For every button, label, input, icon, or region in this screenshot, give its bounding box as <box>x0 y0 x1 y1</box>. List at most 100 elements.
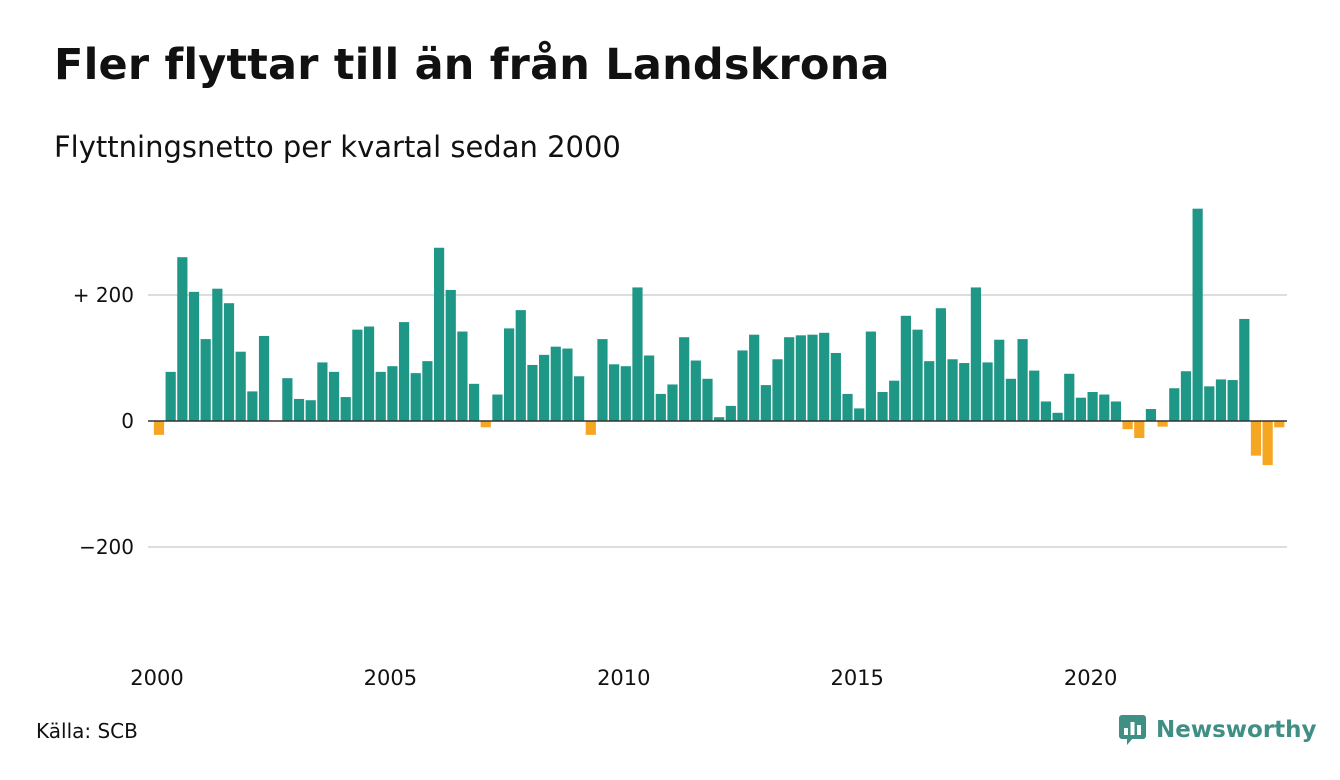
bar <box>854 408 865 421</box>
bar <box>574 376 585 421</box>
x-tick-label: 2000 <box>130 666 183 690</box>
bar <box>1250 421 1262 456</box>
bar <box>714 417 725 421</box>
bar <box>644 355 655 421</box>
bar <box>562 348 573 421</box>
bar <box>609 364 620 421</box>
bar <box>1005 378 1017 421</box>
bar <box>1192 208 1203 421</box>
bar <box>410 373 421 421</box>
bar <box>1262 421 1273 466</box>
bar <box>667 384 678 421</box>
x-tick-label: 2010 <box>597 666 650 690</box>
bar <box>1110 401 1122 421</box>
bar <box>293 398 305 421</box>
bar <box>247 391 258 421</box>
brand-logo: Newsworthy <box>1118 712 1317 748</box>
bar <box>889 380 900 421</box>
y-axis-labels: + 200 0 −200 <box>73 283 134 559</box>
bar <box>1169 388 1180 421</box>
bar <box>877 392 888 421</box>
bar <box>1075 397 1087 421</box>
bar <box>177 257 188 421</box>
bar <box>317 362 328 421</box>
bar <box>352 329 363 421</box>
bar <box>830 352 841 421</box>
bar <box>1087 392 1098 421</box>
bar <box>258 335 270 421</box>
bar <box>468 383 480 421</box>
bar <box>1204 386 1215 421</box>
bar <box>900 315 911 421</box>
bar <box>328 371 340 421</box>
bar <box>994 339 1005 421</box>
bar-chart: + 200 0 −200 2000 2005 2010 2015 2020 <box>73 208 1287 690</box>
bar <box>457 331 468 421</box>
bar <box>200 339 211 421</box>
x-tick-label: 2015 <box>830 666 883 690</box>
bar <box>515 310 526 421</box>
bar <box>1040 401 1052 421</box>
source-note: Källa: SCB <box>36 719 138 743</box>
bar <box>1274 421 1285 428</box>
bar <box>737 350 748 421</box>
bar <box>725 405 736 421</box>
bar <box>807 334 818 421</box>
bar <box>504 328 515 421</box>
bar <box>842 393 853 421</box>
bar <box>550 346 561 421</box>
bar <box>632 287 643 421</box>
bar <box>784 337 795 421</box>
bar <box>795 335 806 421</box>
bar <box>1052 412 1063 421</box>
bar <box>165 371 176 421</box>
bar <box>690 360 701 421</box>
y-tick-label: 0 <box>121 409 134 433</box>
bar <box>188 291 200 421</box>
bar <box>1180 371 1192 421</box>
bar <box>749 334 760 421</box>
bar <box>1064 373 1075 421</box>
gridlines <box>148 294 1287 548</box>
bar <box>819 332 830 421</box>
bar <box>772 359 783 421</box>
bar <box>153 421 165 435</box>
x-axis-labels: 2000 2005 2010 2015 2020 <box>130 666 1117 690</box>
bar <box>970 287 981 421</box>
bar <box>679 337 690 421</box>
bar <box>387 366 398 421</box>
bar <box>1134 421 1145 439</box>
chart-subtitle: Flyttningsnetto per kvartal sedan 2000 <box>54 130 621 164</box>
bar <box>492 394 503 421</box>
bars <box>153 208 1285 466</box>
bar <box>865 331 876 421</box>
bar <box>433 247 445 421</box>
bar <box>282 378 293 421</box>
bar <box>1239 318 1250 421</box>
bar <box>539 354 550 421</box>
bar <box>375 371 386 421</box>
bar <box>235 351 246 421</box>
newsworthy-logo-icon <box>1119 715 1146 745</box>
bar <box>760 385 771 421</box>
bar <box>1227 380 1238 421</box>
bar <box>422 361 433 421</box>
bar <box>223 303 235 421</box>
bar <box>982 362 993 421</box>
bar <box>924 361 935 421</box>
bar <box>959 363 970 421</box>
bar <box>340 397 351 421</box>
bar <box>363 326 375 421</box>
y-tick-label: −200 <box>79 535 134 559</box>
bar <box>912 329 923 421</box>
bar <box>305 400 316 421</box>
x-tick-label: 2005 <box>364 666 417 690</box>
bar <box>935 308 946 421</box>
x-tick-label: 2020 <box>1064 666 1117 690</box>
bar <box>597 339 608 421</box>
bar <box>1215 379 1227 421</box>
bar <box>212 288 223 421</box>
bar <box>585 421 596 435</box>
bar <box>1157 421 1168 427</box>
bar <box>620 366 631 421</box>
